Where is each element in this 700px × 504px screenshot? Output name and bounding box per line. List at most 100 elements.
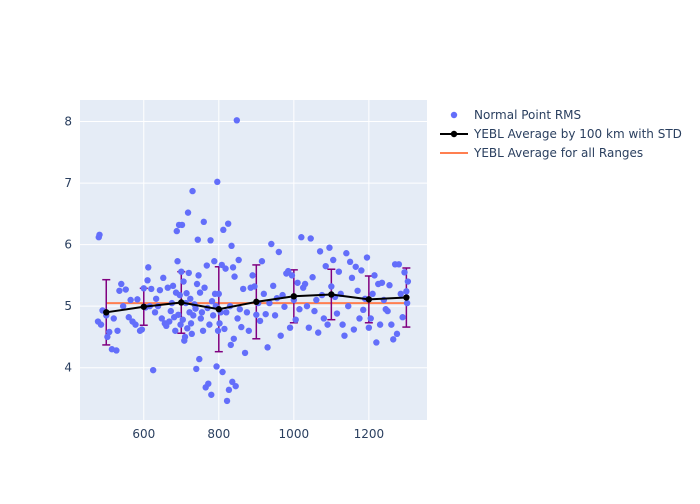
scatter-point bbox=[279, 291, 286, 299]
legend: Normal Point RMS YEBL Average by 100 km w… bbox=[440, 108, 682, 160]
scatter-point bbox=[96, 231, 103, 238]
scatter-point bbox=[363, 254, 371, 261]
scatter-point bbox=[251, 283, 258, 290]
scatter-point bbox=[183, 290, 190, 297]
average-marker bbox=[103, 309, 110, 316]
scatter-point bbox=[110, 315, 117, 322]
scatter-point bbox=[194, 236, 201, 243]
scatter-point bbox=[333, 310, 341, 317]
y-tick-label: 6 bbox=[64, 238, 72, 252]
y-tick-label: 8 bbox=[64, 115, 72, 129]
scatter-point bbox=[213, 363, 220, 370]
scatter-point bbox=[292, 316, 299, 323]
scatter-point bbox=[214, 327, 222, 334]
scatter-point bbox=[156, 286, 164, 294]
scatter-point bbox=[174, 258, 181, 265]
average-marker bbox=[403, 294, 410, 301]
scatter-point bbox=[298, 234, 305, 241]
scatter-point bbox=[335, 268, 343, 275]
scatter-point bbox=[125, 314, 132, 321]
scatter-point bbox=[166, 318, 173, 325]
average-series bbox=[103, 291, 410, 316]
scatter-point bbox=[132, 321, 139, 328]
scatter-point bbox=[303, 302, 311, 310]
scatter-point bbox=[241, 349, 249, 357]
scatter-point bbox=[228, 242, 235, 250]
x-tick-label: 1200 bbox=[354, 427, 385, 441]
scatter-point bbox=[238, 323, 245, 331]
scatter-point bbox=[404, 278, 412, 285]
scatter-point bbox=[294, 279, 301, 286]
scatter-point bbox=[296, 306, 303, 313]
legend-label: YEBL Average by 100 km with STD bbox=[473, 127, 682, 141]
scatter-point bbox=[193, 365, 200, 373]
scatter-point bbox=[122, 286, 129, 293]
scatter-point bbox=[354, 287, 361, 294]
scatter-point bbox=[256, 317, 264, 325]
scatter-point bbox=[176, 291, 183, 299]
scatter-point bbox=[322, 262, 329, 270]
scatter-point bbox=[199, 327, 207, 334]
scatter-point bbox=[138, 326, 146, 333]
scatter-point bbox=[222, 265, 229, 272]
scatter-point bbox=[113, 347, 120, 354]
scatter-point bbox=[145, 264, 152, 271]
scatter-point bbox=[341, 332, 348, 339]
scatter-point bbox=[266, 299, 273, 307]
average-marker bbox=[328, 291, 335, 298]
scatter-point bbox=[208, 391, 215, 398]
scatter-point bbox=[307, 235, 314, 242]
legend-label: YEBL Average for all Ranges bbox=[473, 146, 643, 160]
scatter-point bbox=[104, 333, 111, 341]
scatter-point bbox=[216, 320, 223, 327]
scatter-point bbox=[227, 341, 235, 349]
scatter-point bbox=[271, 312, 279, 319]
scatter-point bbox=[239, 285, 247, 293]
scatter-point bbox=[116, 287, 123, 294]
scatter-point bbox=[232, 382, 239, 390]
scatter-point bbox=[384, 307, 391, 315]
scatter-point bbox=[231, 273, 238, 280]
scatter-point bbox=[185, 269, 192, 277]
scatter-point bbox=[390, 336, 397, 343]
scatter-point bbox=[350, 326, 358, 333]
scatter-point bbox=[177, 321, 184, 328]
scatter-point bbox=[195, 272, 202, 279]
scatter-point bbox=[369, 290, 376, 298]
scatter-point bbox=[158, 315, 165, 322]
legend-average-marker bbox=[450, 130, 458, 138]
scatter-point bbox=[127, 296, 134, 304]
scatter-point bbox=[269, 282, 277, 290]
scatter-point bbox=[169, 282, 177, 290]
average-marker bbox=[290, 293, 298, 300]
scatter-point bbox=[360, 306, 367, 314]
scatter-point bbox=[151, 309, 159, 316]
scatter-point bbox=[178, 268, 185, 275]
average-marker bbox=[253, 298, 260, 306]
scatter-point bbox=[221, 325, 228, 333]
scatter-point bbox=[201, 284, 208, 291]
scatter-point bbox=[376, 321, 384, 328]
scatter-point bbox=[313, 296, 320, 304]
scatter-point bbox=[305, 324, 313, 331]
scatter-point bbox=[309, 274, 316, 281]
scatter-point bbox=[277, 332, 284, 339]
scatter-point bbox=[320, 315, 328, 322]
scatter-point bbox=[223, 397, 231, 405]
scatter-point bbox=[330, 256, 337, 264]
scatter-point bbox=[173, 227, 180, 235]
scatter-point bbox=[365, 324, 373, 331]
average-marker bbox=[178, 299, 185, 306]
scatter-point bbox=[346, 258, 354, 266]
scatter-point bbox=[205, 380, 212, 387]
scatter-point bbox=[324, 321, 331, 328]
scatter-point bbox=[229, 264, 237, 271]
scatter-point bbox=[268, 240, 275, 248]
y-tick-label: 4 bbox=[64, 361, 72, 375]
scatter-point bbox=[106, 328, 113, 336]
scatter-point bbox=[198, 309, 206, 316]
scatter-point bbox=[245, 327, 253, 334]
scatter-point bbox=[243, 309, 251, 316]
scatter-point bbox=[326, 244, 333, 251]
